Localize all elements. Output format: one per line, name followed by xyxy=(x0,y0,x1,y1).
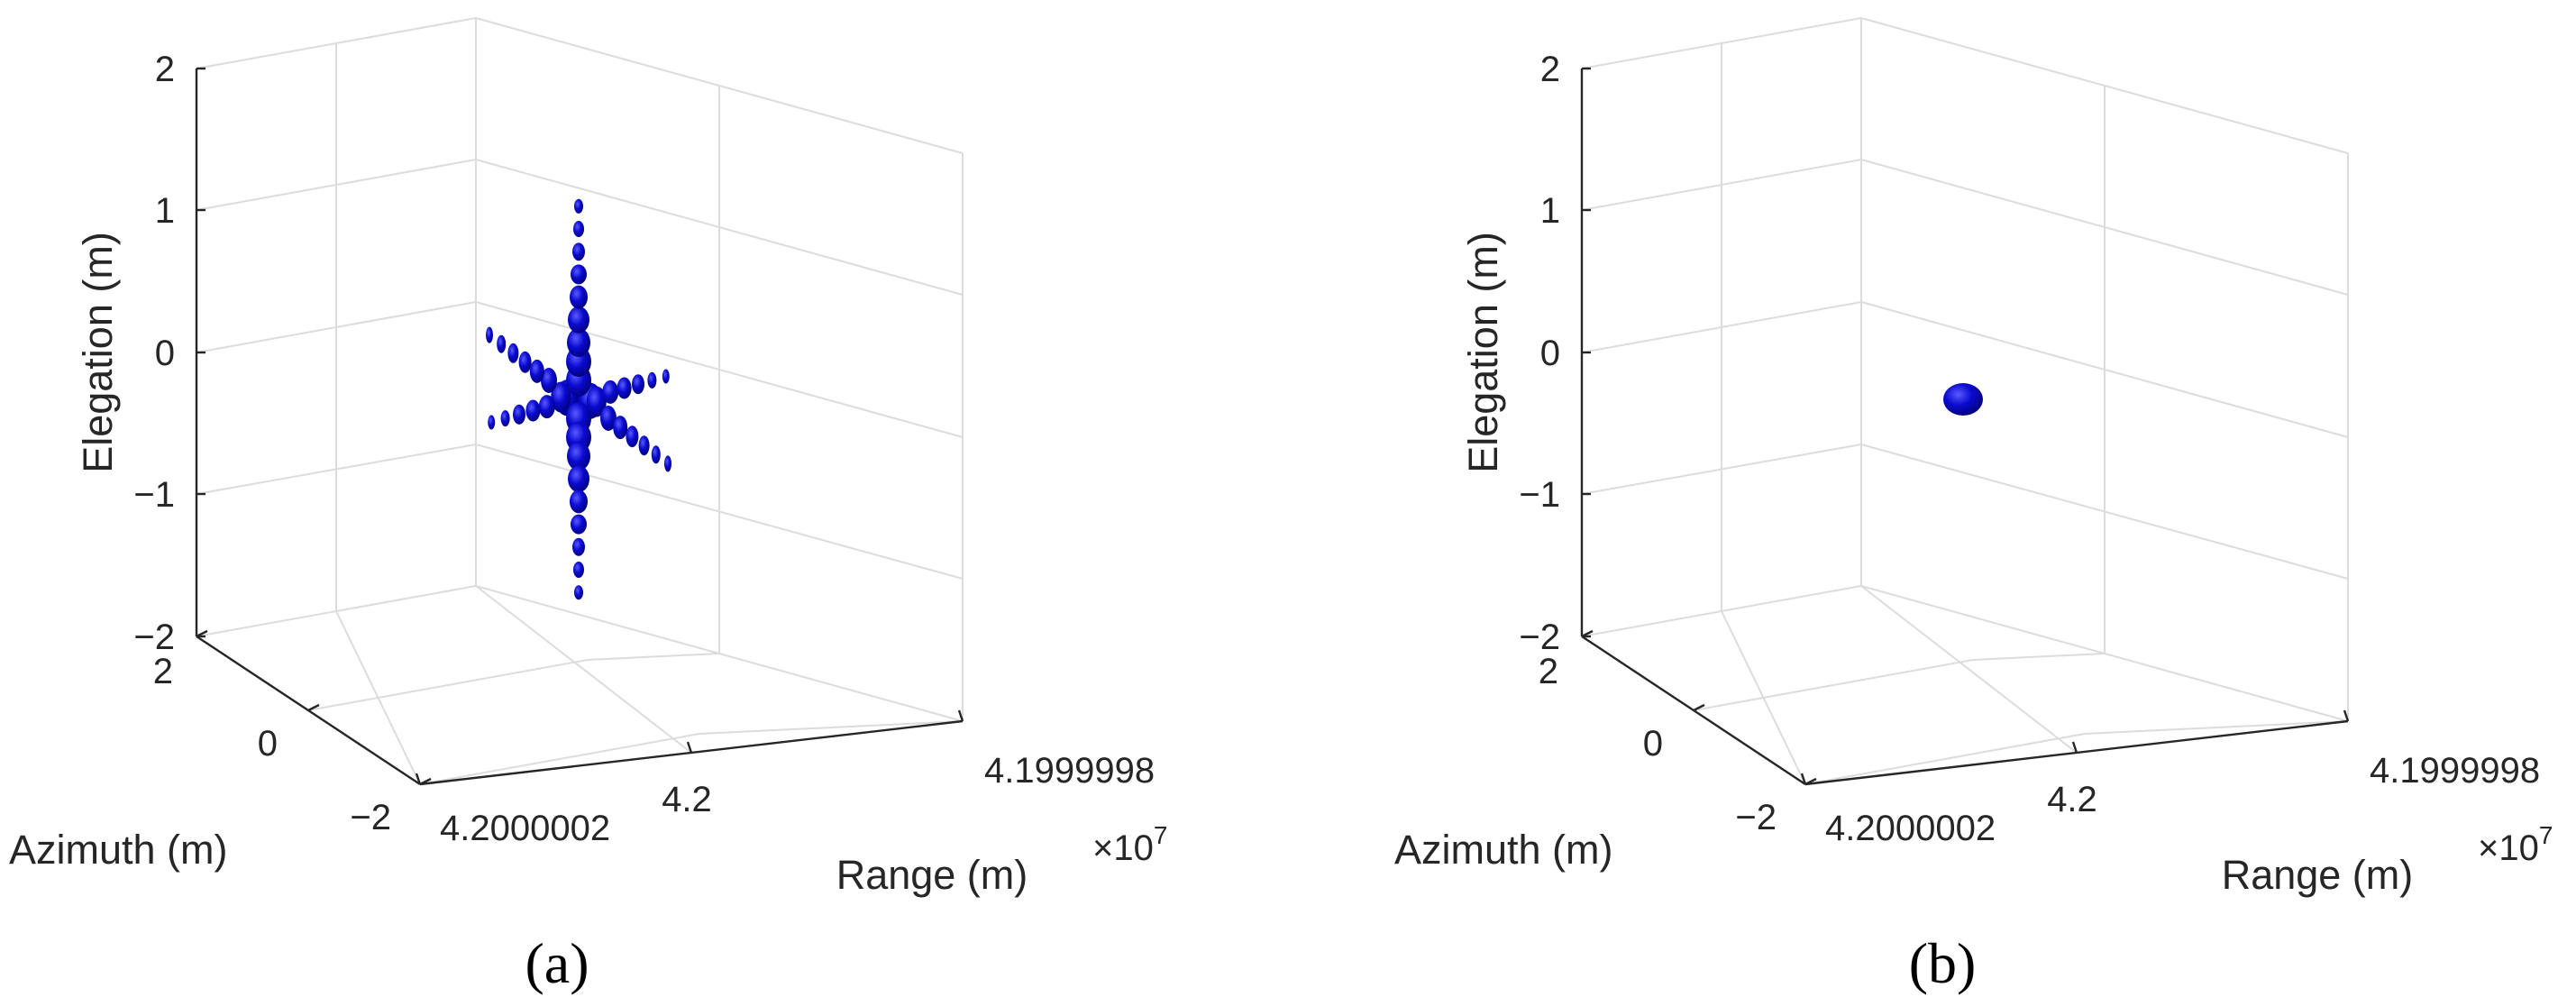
z-tick-a-1: 1 xyxy=(155,191,175,231)
z-tick-b-0: 2 xyxy=(1540,50,1560,89)
panel-b: 2 1 0 −1 −2 2 0 −2 4.2000002 4.2 4.19999… xyxy=(1394,17,2553,995)
isosurface-blob xyxy=(486,326,493,343)
isosurface-blob xyxy=(518,351,532,373)
xlabel-b: Range (m) xyxy=(2222,852,2414,898)
y-tick-a-2: −2 xyxy=(350,798,391,837)
z-tick-a-2: 0 xyxy=(155,334,175,373)
isosurface-blob xyxy=(573,562,584,578)
isosurface-blob xyxy=(567,442,590,471)
isosurface-blob xyxy=(664,455,671,472)
isosurface-blob xyxy=(567,328,590,357)
isosurface-blob xyxy=(574,585,583,600)
z-tick-b-3: −1 xyxy=(1519,475,1560,515)
x-exponent-b: ×107 xyxy=(2478,821,2553,868)
z-tick-b-1: 1 xyxy=(1540,191,1560,231)
isosurface-blob xyxy=(497,334,507,353)
zlabel-a: Elegation (m) xyxy=(75,232,121,473)
x-tick-b-1: 4.2 xyxy=(2047,780,2097,819)
isosurface-blob xyxy=(568,306,589,334)
isosurface-blob xyxy=(626,425,639,448)
axes-b xyxy=(1580,67,2350,786)
z-tick-a-0: 2 xyxy=(155,50,175,89)
isosurface-blob xyxy=(551,381,571,413)
isosurface-blob xyxy=(541,368,557,393)
ylabel-a: Azimuth (m) xyxy=(9,827,228,873)
z-tick-b-2: 0 xyxy=(1540,334,1560,373)
ylabel-b: Azimuth (m) xyxy=(1394,827,1613,873)
z-tick-a-4: −2 xyxy=(133,617,175,657)
isosurface-blob xyxy=(568,465,589,493)
x-tick-b-2: 4.1999998 xyxy=(2370,751,2540,791)
isosurface-a xyxy=(486,198,671,600)
x-tick-a-1: 4.2 xyxy=(662,780,712,819)
isosurface-blob xyxy=(632,374,644,395)
panel-label-a: (a) xyxy=(525,931,589,995)
isosurface-blob xyxy=(572,537,585,556)
y-tick-b-1: 0 xyxy=(1643,724,1663,764)
y-tick-a-0: 2 xyxy=(153,652,173,691)
panel-label-b: (b) xyxy=(1909,931,1977,995)
isosurface-blob xyxy=(513,404,525,425)
isosurface-blob xyxy=(573,221,584,237)
isosurface-blob xyxy=(571,514,587,535)
xlabel-a: Range (m) xyxy=(836,852,1028,898)
isosurface-blob xyxy=(570,285,588,309)
isosurface-blob xyxy=(525,399,541,422)
x-tick-a-2: 4.1999998 xyxy=(984,751,1155,791)
axes-a xyxy=(195,67,964,786)
isosurface-blob xyxy=(507,343,519,363)
isosurface-blob xyxy=(570,489,588,514)
isosurface-blob xyxy=(651,445,661,464)
z-tick-b-4: −2 xyxy=(1519,617,1560,657)
isosurface-blob xyxy=(602,380,619,404)
isosurface-blob xyxy=(571,264,587,285)
isosurface-blob xyxy=(613,416,628,440)
isosurface-blob xyxy=(617,377,632,399)
y-tick-b-0: 2 xyxy=(1539,652,1558,691)
isosurface-blob xyxy=(572,242,585,261)
grid-a xyxy=(196,17,964,785)
isosurface-blob xyxy=(647,371,657,389)
isosurface-blob xyxy=(586,386,607,417)
panel-a: 2 1 0 −1 −2 2 0 −2 4.2000002 4.2 4.19999… xyxy=(9,17,1167,995)
isosurface-blob xyxy=(600,406,617,431)
isosurface-blob xyxy=(638,435,650,456)
isosurface-blob xyxy=(1943,383,1983,416)
isosurface-b xyxy=(1943,383,1983,416)
isosurface-blob xyxy=(488,415,496,430)
z-tick-a-3: −1 xyxy=(133,475,175,515)
grid-b xyxy=(1581,17,2349,785)
x-tick-b-0: 4.2000002 xyxy=(1825,809,1996,848)
isosurface-blob xyxy=(529,359,544,383)
x-exponent-a: ×107 xyxy=(1092,821,1167,868)
isosurface-blob xyxy=(500,410,510,427)
x-tick-a-0: 4.2000002 xyxy=(440,809,610,848)
y-tick-a-1: 0 xyxy=(258,724,278,764)
zlabel-b: Elegation (m) xyxy=(1460,232,1506,473)
isosurface-blob xyxy=(662,369,670,384)
isosurface-blob xyxy=(574,198,583,214)
y-tick-b-2: −2 xyxy=(1735,798,1777,837)
isosurface-blob xyxy=(538,395,555,419)
